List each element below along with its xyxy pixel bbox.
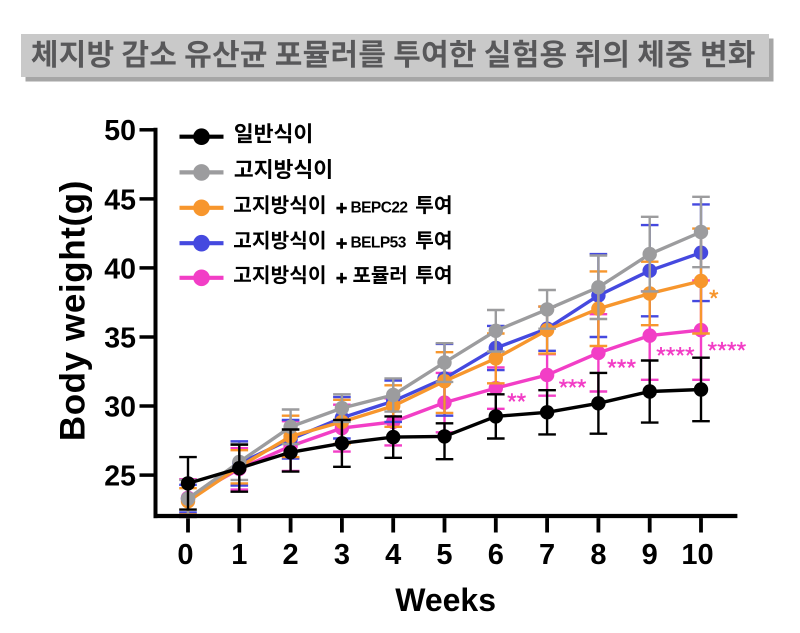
svg-text:6: 6 <box>488 539 504 571</box>
svg-text:3: 3 <box>334 539 350 571</box>
svg-text:9: 9 <box>642 539 658 571</box>
svg-text:7: 7 <box>539 539 555 571</box>
svg-text:Weeks: Weeks <box>395 582 496 618</box>
svg-text:BEPC22: BEPC22 <box>351 199 408 216</box>
svg-text:30: 30 <box>104 391 136 423</box>
svg-text:4: 4 <box>385 539 401 571</box>
svg-text:40: 40 <box>104 253 136 285</box>
svg-text:1: 1 <box>231 539 247 571</box>
svg-text:35: 35 <box>104 322 136 354</box>
svg-text:0: 0 <box>177 539 193 571</box>
svg-text:10: 10 <box>681 539 713 571</box>
svg-text:8: 8 <box>590 539 606 571</box>
svg-text:Body weight(g): Body weight(g) <box>54 180 93 441</box>
svg-text:50: 50 <box>104 115 136 147</box>
svg-text:25: 25 <box>104 461 136 493</box>
svg-text:2: 2 <box>283 539 299 571</box>
svg-text:45: 45 <box>104 184 136 216</box>
svg-text:5: 5 <box>436 539 452 571</box>
svg-text:BELP53: BELP53 <box>351 235 407 252</box>
